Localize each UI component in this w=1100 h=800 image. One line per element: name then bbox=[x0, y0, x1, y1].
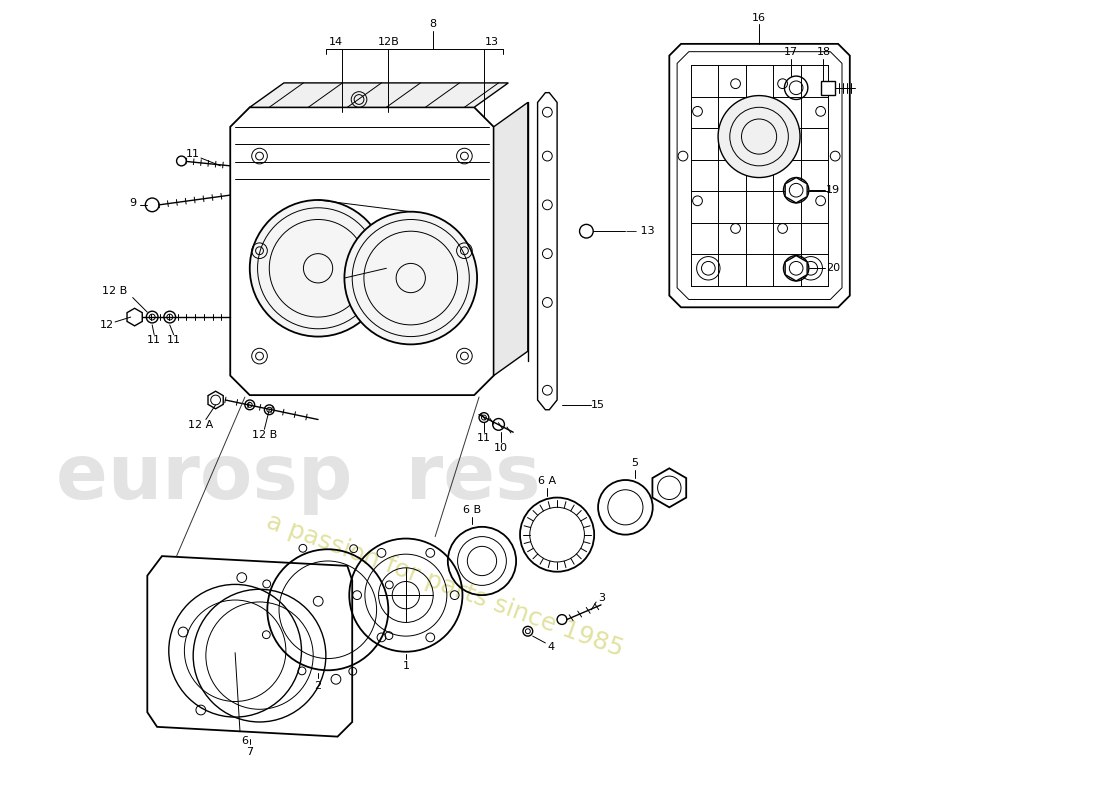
Polygon shape bbox=[230, 107, 494, 395]
Text: 2: 2 bbox=[315, 681, 321, 691]
Text: 11: 11 bbox=[477, 433, 491, 443]
Polygon shape bbox=[208, 391, 223, 409]
Text: 11: 11 bbox=[186, 149, 200, 159]
Text: 5: 5 bbox=[631, 458, 639, 469]
Polygon shape bbox=[669, 44, 850, 307]
Text: 6 B: 6 B bbox=[463, 506, 482, 515]
Text: — 13: — 13 bbox=[626, 226, 654, 236]
Circle shape bbox=[177, 156, 186, 166]
Polygon shape bbox=[250, 83, 508, 107]
Text: 13: 13 bbox=[485, 37, 498, 47]
Polygon shape bbox=[538, 93, 557, 410]
Circle shape bbox=[250, 200, 386, 337]
Text: 20: 20 bbox=[826, 263, 840, 274]
Text: 18: 18 bbox=[816, 46, 831, 57]
Polygon shape bbox=[678, 52, 842, 299]
Text: 12 B: 12 B bbox=[252, 430, 277, 440]
Text: 16: 16 bbox=[752, 13, 766, 22]
Polygon shape bbox=[126, 308, 142, 326]
Circle shape bbox=[718, 95, 800, 178]
Text: 4: 4 bbox=[548, 642, 554, 652]
Text: 15: 15 bbox=[591, 400, 605, 410]
Circle shape bbox=[493, 418, 505, 430]
Polygon shape bbox=[785, 178, 807, 203]
Text: 6: 6 bbox=[241, 737, 249, 746]
Text: 12 A: 12 A bbox=[188, 420, 213, 430]
Text: 9: 9 bbox=[129, 198, 136, 208]
Polygon shape bbox=[147, 556, 352, 737]
Text: 12B: 12B bbox=[377, 37, 399, 47]
Bar bbox=[821, 81, 835, 94]
Text: 8: 8 bbox=[430, 19, 437, 30]
Text: 3: 3 bbox=[598, 593, 605, 603]
Text: 19: 19 bbox=[826, 186, 840, 195]
Text: a passion for parts since 1985: a passion for parts since 1985 bbox=[263, 510, 627, 662]
Polygon shape bbox=[785, 255, 807, 281]
Text: 1: 1 bbox=[403, 662, 409, 671]
Text: 6 A: 6 A bbox=[538, 476, 557, 486]
Circle shape bbox=[145, 198, 160, 212]
Polygon shape bbox=[494, 102, 528, 376]
Text: 10: 10 bbox=[494, 443, 507, 453]
Text: eurosp  res: eurosp res bbox=[56, 441, 541, 515]
Circle shape bbox=[344, 212, 477, 344]
Text: 11: 11 bbox=[147, 334, 161, 345]
Text: 12: 12 bbox=[100, 320, 114, 330]
Text: 17: 17 bbox=[784, 46, 799, 57]
Text: 11: 11 bbox=[167, 334, 180, 345]
Polygon shape bbox=[652, 468, 686, 507]
Text: 7: 7 bbox=[246, 747, 253, 758]
Circle shape bbox=[557, 614, 566, 625]
Text: 14: 14 bbox=[329, 37, 343, 47]
Text: 12 B: 12 B bbox=[102, 286, 128, 296]
